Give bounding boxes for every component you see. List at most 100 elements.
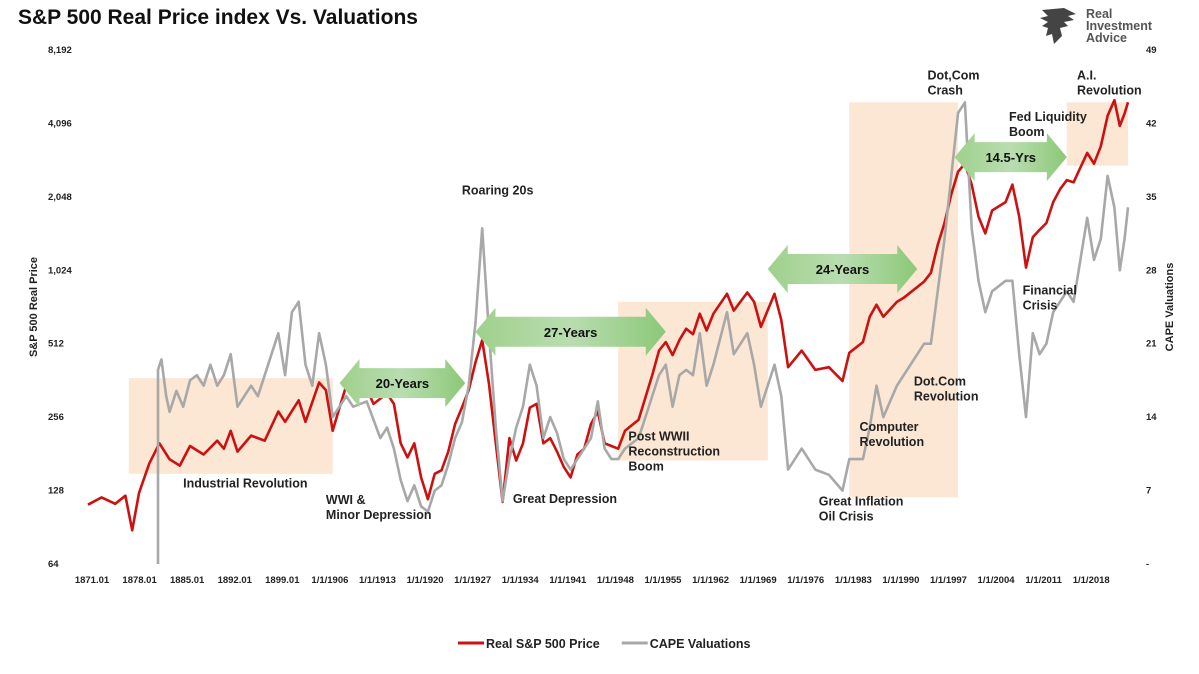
annotation: Industrial Revolution <box>183 476 307 490</box>
x-tick-label: 1/1/2018 <box>1073 575 1110 586</box>
annotation-line: Computer <box>860 420 919 434</box>
x-tick-label: 1/1/1927 <box>454 575 491 586</box>
annotation-line: A.I. <box>1077 69 1096 83</box>
x-tick-label: 1885.01 <box>170 575 205 586</box>
series-lines <box>87 98 1130 564</box>
annotation: A.I. Revolution <box>1077 69 1142 98</box>
annotation-line: Revolution <box>914 390 979 404</box>
period-arrow <box>954 133 1067 182</box>
annotation-line: Revolution <box>1077 84 1142 98</box>
y-tick-label: 128 <box>48 486 64 497</box>
x-tick-label: 1/1/1983 <box>835 575 872 586</box>
annotation-line: Minor Depression <box>326 508 432 522</box>
y-tick-label: 1,024 <box>48 265 72 276</box>
annotation-line: Oil Crisis <box>819 510 874 524</box>
annotation: Great Inflation Oil Crisis <box>819 495 904 524</box>
logo-line: Investment <box>1086 19 1152 33</box>
legend: Real S&P 500 Price CAPE Valuations <box>458 637 751 651</box>
x-tick-label: 1/1/1913 <box>359 575 396 586</box>
real-price-series-line <box>87 98 1130 532</box>
annotation-line: Fed Liquidity <box>1009 110 1087 124</box>
annotation-line: Crash <box>927 84 962 98</box>
x-tick-label: 1/1/1955 <box>644 575 682 586</box>
logo: Real Investment Advice <box>1038 6 1168 46</box>
shaded-period <box>128 378 333 474</box>
y2-tick-label: 7 <box>1146 486 1151 497</box>
cape-series-line <box>156 101 1130 564</box>
x-tick-label: 1/1/1934 <box>502 575 540 586</box>
y-tick-label: 64 <box>48 559 59 570</box>
x-tick-label: 1/1/1962 <box>692 575 729 586</box>
x-tick-label: 1871.01 <box>75 575 110 586</box>
annotation: Computer Revolution <box>860 420 925 449</box>
x-tick-label: 1/1/1990 <box>882 575 919 586</box>
annotation: Post WWII Reconstruction Boom <box>628 430 720 474</box>
annotation-line: Boom <box>1009 125 1044 139</box>
period-arrow <box>767 245 918 294</box>
x-tick-label: 1/1/2004 <box>978 575 1016 586</box>
y2-tick-label: 21 <box>1146 339 1157 350</box>
legend-label: Real S&P 500 Price <box>486 637 600 651</box>
chart-title: S&P 500 Real Price index Vs. Valuations <box>18 6 418 29</box>
period-arrows: 20-Years 27-Years 24-Years 14.5-Yrs <box>339 133 1067 408</box>
annotation: WWI & Minor Depression <box>326 493 432 522</box>
annotation-line: Roaring 20s <box>462 184 534 198</box>
annotation: Roaring 20s <box>462 184 534 198</box>
period-arrow-label: 14.5-Yrs <box>985 150 1036 165</box>
shaded-period <box>849 102 959 498</box>
y2-tick-label: 35 <box>1146 192 1157 203</box>
annotation-line: Dot.Com <box>914 375 966 389</box>
annotations: Industrial Revolution WWI & Minor Depressi… <box>183 69 1141 524</box>
x-tick-label: 1/1/1997 <box>930 575 967 586</box>
x-tick-label: 1/1/1976 <box>787 575 824 586</box>
period-arrow <box>475 307 666 356</box>
y-tick-label: 8,192 <box>48 45 72 56</box>
annotation-line: Crisis <box>1023 298 1058 312</box>
x-tick-label: 1/1/1948 <box>597 575 634 586</box>
annotation: Dot,Com Crash <box>927 69 979 98</box>
annotation-line: Boom <box>628 460 663 474</box>
y-tick-label: 512 <box>48 339 64 350</box>
annotation: Great Depression <box>513 492 617 506</box>
period-arrow-label: 27-Years <box>544 325 598 340</box>
x-tick-label: 1/1/2011 <box>1025 575 1062 586</box>
annotation-line: Great Inflation <box>819 495 904 509</box>
axes: 64 128 256 512 1,024 2,048 4,096 8,192 - 7 14 21 28 3… <box>28 45 1176 586</box>
annotation-line: Dot,Com <box>927 69 979 83</box>
annotation-line: Financial <box>1023 283 1077 297</box>
x-tick-label: 1/1/1920 <box>407 575 444 586</box>
annotation: Dot.Com Revolution <box>914 375 979 404</box>
eagle-logo-icon <box>1040 8 1076 44</box>
y-axis-title: S&P 500 Real Price <box>28 257 40 357</box>
x-tick-label: 1899.01 <box>265 575 300 586</box>
period-arrow <box>339 359 466 408</box>
x-tick-label: 1/1/1941 <box>549 575 587 586</box>
x-tick-label: 1/1/1969 <box>740 575 777 586</box>
annotation: Fed Liquidity Boom <box>1009 110 1087 139</box>
y2-tick-label: 49 <box>1146 45 1157 56</box>
y2-tick-label: 14 <box>1146 412 1157 423</box>
annotation-line: WWI & <box>326 493 366 507</box>
y-tick-label: 2,048 <box>48 192 72 203</box>
annotation: Financial Crisis <box>1023 283 1077 312</box>
period-arrow-label: 20-Years <box>376 376 430 391</box>
x-tick-label: 1/1/1906 <box>311 575 348 586</box>
x-tick-label: 1892.01 <box>218 575 253 586</box>
x-tick-label: 1878.01 <box>122 575 157 586</box>
y-tick-label: 256 <box>48 412 64 423</box>
logo-line: Advice <box>1086 31 1127 45</box>
y2-tick-label: 42 <box>1146 118 1157 129</box>
period-arrow-label: 24-Years <box>816 262 870 277</box>
y2-tick-label: - <box>1146 559 1149 570</box>
y-tick-label: 4,096 <box>48 118 72 129</box>
annotation-line: Post WWII <box>628 430 689 444</box>
annotation-line: Reconstruction <box>628 445 720 459</box>
annotation-line: Industrial Revolution <box>183 476 307 490</box>
y2-tick-label: 28 <box>1146 265 1157 276</box>
logo-line: Real <box>1086 7 1113 21</box>
y2-axis-title: CAPE Valuations <box>1164 263 1176 352</box>
annotation-line: Great Depression <box>513 492 617 506</box>
legend-label: CAPE Valuations <box>650 637 751 651</box>
annotation-line: Revolution <box>860 435 925 449</box>
